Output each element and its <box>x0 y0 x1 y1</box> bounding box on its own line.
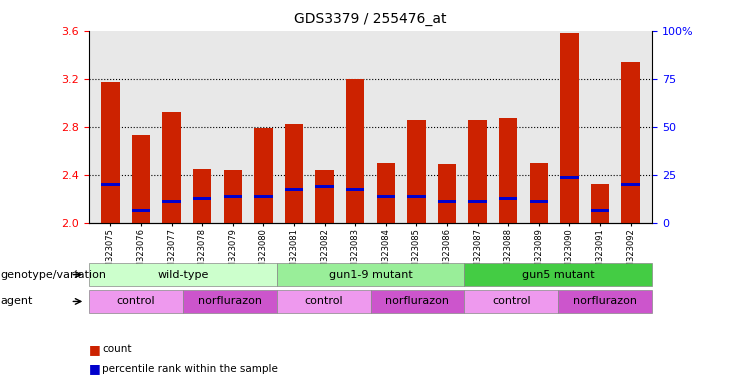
Text: percentile rank within the sample: percentile rank within the sample <box>102 364 278 374</box>
Text: gun1-9 mutant: gun1-9 mutant <box>328 270 413 280</box>
Bar <box>530 163 548 223</box>
Text: norflurazon: norflurazon <box>198 296 262 306</box>
Bar <box>622 62 639 223</box>
Bar <box>468 119 487 223</box>
Bar <box>408 119 425 223</box>
Bar <box>254 128 273 223</box>
Bar <box>162 113 181 223</box>
Bar <box>408 195 425 198</box>
Text: genotype/variation: genotype/variation <box>0 270 106 280</box>
Bar <box>376 163 395 223</box>
Bar <box>193 169 211 223</box>
Bar <box>162 200 181 203</box>
Bar <box>438 164 456 223</box>
Text: control: control <box>116 296 155 306</box>
Bar <box>316 185 333 188</box>
Text: control: control <box>305 296 343 306</box>
Bar <box>346 188 365 190</box>
Bar <box>346 79 365 223</box>
Bar <box>438 200 456 203</box>
Bar <box>102 82 119 223</box>
Text: count: count <box>102 344 132 354</box>
Bar <box>132 209 150 212</box>
Bar <box>254 195 273 198</box>
Bar <box>591 184 609 223</box>
Bar <box>560 33 579 223</box>
Bar <box>224 170 242 223</box>
Text: wild-type: wild-type <box>157 270 208 280</box>
Bar <box>499 118 517 223</box>
Bar <box>376 195 395 198</box>
Text: norflurazon: norflurazon <box>573 296 637 306</box>
Bar <box>285 188 303 190</box>
Bar <box>499 197 517 200</box>
Bar <box>285 124 303 223</box>
Bar <box>468 200 487 203</box>
Text: gun5 mutant: gun5 mutant <box>522 270 594 280</box>
Text: control: control <box>492 296 531 306</box>
Text: ■: ■ <box>89 343 101 356</box>
Bar <box>224 195 242 198</box>
Bar <box>560 175 579 179</box>
Bar <box>622 183 639 186</box>
Text: norflurazon: norflurazon <box>385 296 450 306</box>
Text: ■: ■ <box>89 362 101 375</box>
Text: agent: agent <box>0 296 33 306</box>
Text: GDS3379 / 255476_at: GDS3379 / 255476_at <box>294 12 447 25</box>
Bar <box>193 197 211 200</box>
Bar <box>316 170 333 223</box>
Bar <box>530 200 548 203</box>
Bar <box>591 209 609 212</box>
Bar <box>102 183 119 186</box>
Bar <box>132 135 150 223</box>
